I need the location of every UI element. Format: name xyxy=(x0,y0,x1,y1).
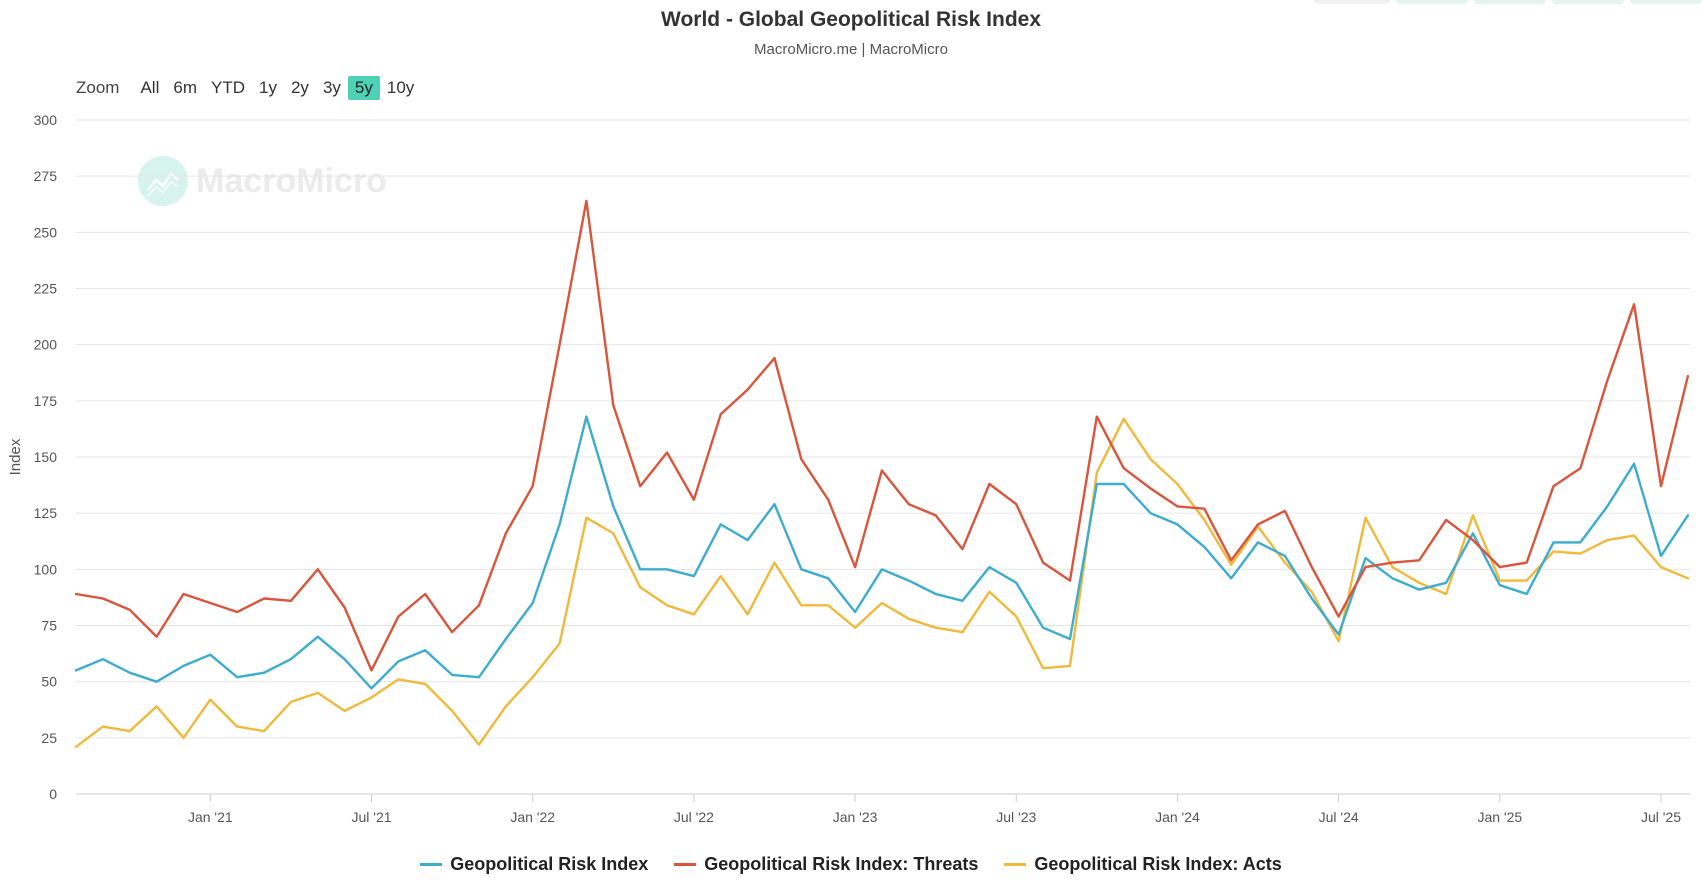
range-button-6m[interactable]: 6m xyxy=(173,78,197,97)
legend-label-acts: Geopolitical Risk Index: Acts xyxy=(1034,854,1282,874)
range-button-1y[interactable]: 1y xyxy=(259,78,277,97)
range-button-3y[interactable]: 3y xyxy=(322,78,341,97)
y-tick-label: 50 xyxy=(41,674,57,690)
macromicro-logo-icon xyxy=(138,156,188,206)
series-line-acts[interactable] xyxy=(74,417,1690,748)
x-tick-label: Jul '24 xyxy=(1319,809,1359,825)
watermark-text: MacroMicro xyxy=(196,161,387,200)
y-tick-label: 175 xyxy=(34,393,58,409)
x-tick-label: Jan '25 xyxy=(1477,809,1522,825)
y-axis-label: Index xyxy=(7,438,24,475)
zoom-label: Zoom xyxy=(76,78,120,97)
x-tick-label: Jul '23 xyxy=(996,809,1036,825)
range-button-ytd[interactable]: YTD xyxy=(211,78,245,97)
x-tick-label: Jan '23 xyxy=(833,809,878,825)
series-line-threats[interactable] xyxy=(74,199,1690,672)
range-button-5y[interactable]: 5y xyxy=(347,76,380,100)
x-tick-label: Jul '25 xyxy=(1641,809,1681,825)
x-tick-label: Jul '21 xyxy=(351,809,391,825)
legend-item-gpr[interactable]: Geopolitical Risk Index xyxy=(420,854,648,875)
legend: Geopolitical Risk Index Geopolitical Ris… xyxy=(0,854,1702,875)
x-tick-label: Jan '24 xyxy=(1155,809,1200,825)
y-tick-label: 275 xyxy=(34,168,58,184)
y-tick-label: 75 xyxy=(41,618,57,634)
legend-swatch-threats xyxy=(674,863,697,866)
legend-item-acts[interactable]: Geopolitical Risk Index: Acts xyxy=(1004,854,1282,875)
y-tick-label: 0 xyxy=(49,786,57,802)
legend-label-threats: Geopolitical Risk Index: Threats xyxy=(704,854,979,874)
toolbar-tab[interactable] xyxy=(1630,0,1702,4)
toolbar-tab[interactable] xyxy=(1396,0,1468,4)
y-tick-label: 150 xyxy=(34,449,58,465)
y-tick-label: 250 xyxy=(34,224,58,240)
range-button-10y[interactable]: 10y xyxy=(386,78,415,97)
legend-item-threats[interactable]: Geopolitical Risk Index: Threats xyxy=(674,854,978,875)
toolbar-tab[interactable] xyxy=(1314,0,1390,4)
range-button-all[interactable]: All xyxy=(140,78,160,97)
top-toolbar-tabs xyxy=(1314,0,1702,5)
y-tick-label: 25 xyxy=(41,730,57,746)
y-tick-label: 200 xyxy=(34,337,58,353)
toolbar-tab[interactable] xyxy=(1552,0,1624,4)
range-button-2y[interactable]: 2y xyxy=(290,78,309,97)
y-tick-label: 125 xyxy=(34,505,58,521)
y-tick-label: 225 xyxy=(34,281,58,297)
x-tick-label: Jul '22 xyxy=(674,809,714,825)
x-tick-label: Jan '22 xyxy=(510,809,555,825)
x-tick-label: Jan '21 xyxy=(188,809,233,825)
chart-title: World - Global Geopolitical Risk Index xyxy=(661,8,1041,31)
y-tick-label: 300 xyxy=(34,112,58,128)
legend-swatch-acts xyxy=(1004,863,1027,866)
toolbar-tab[interactable] xyxy=(1474,0,1546,4)
y-tick-label: 100 xyxy=(34,561,58,577)
legend-swatch-gpr xyxy=(420,863,443,866)
chart-subtitle: MacroMicro.me | MacroMicro xyxy=(754,41,948,58)
legend-label-gpr: Geopolitical Risk Index xyxy=(450,854,649,874)
range-selector: Zoom All 6m YTD 1y 2y 3y 5y 10y xyxy=(76,76,421,100)
series-line-gpr[interactable] xyxy=(74,415,1690,690)
watermark: MacroMicro xyxy=(138,156,387,206)
